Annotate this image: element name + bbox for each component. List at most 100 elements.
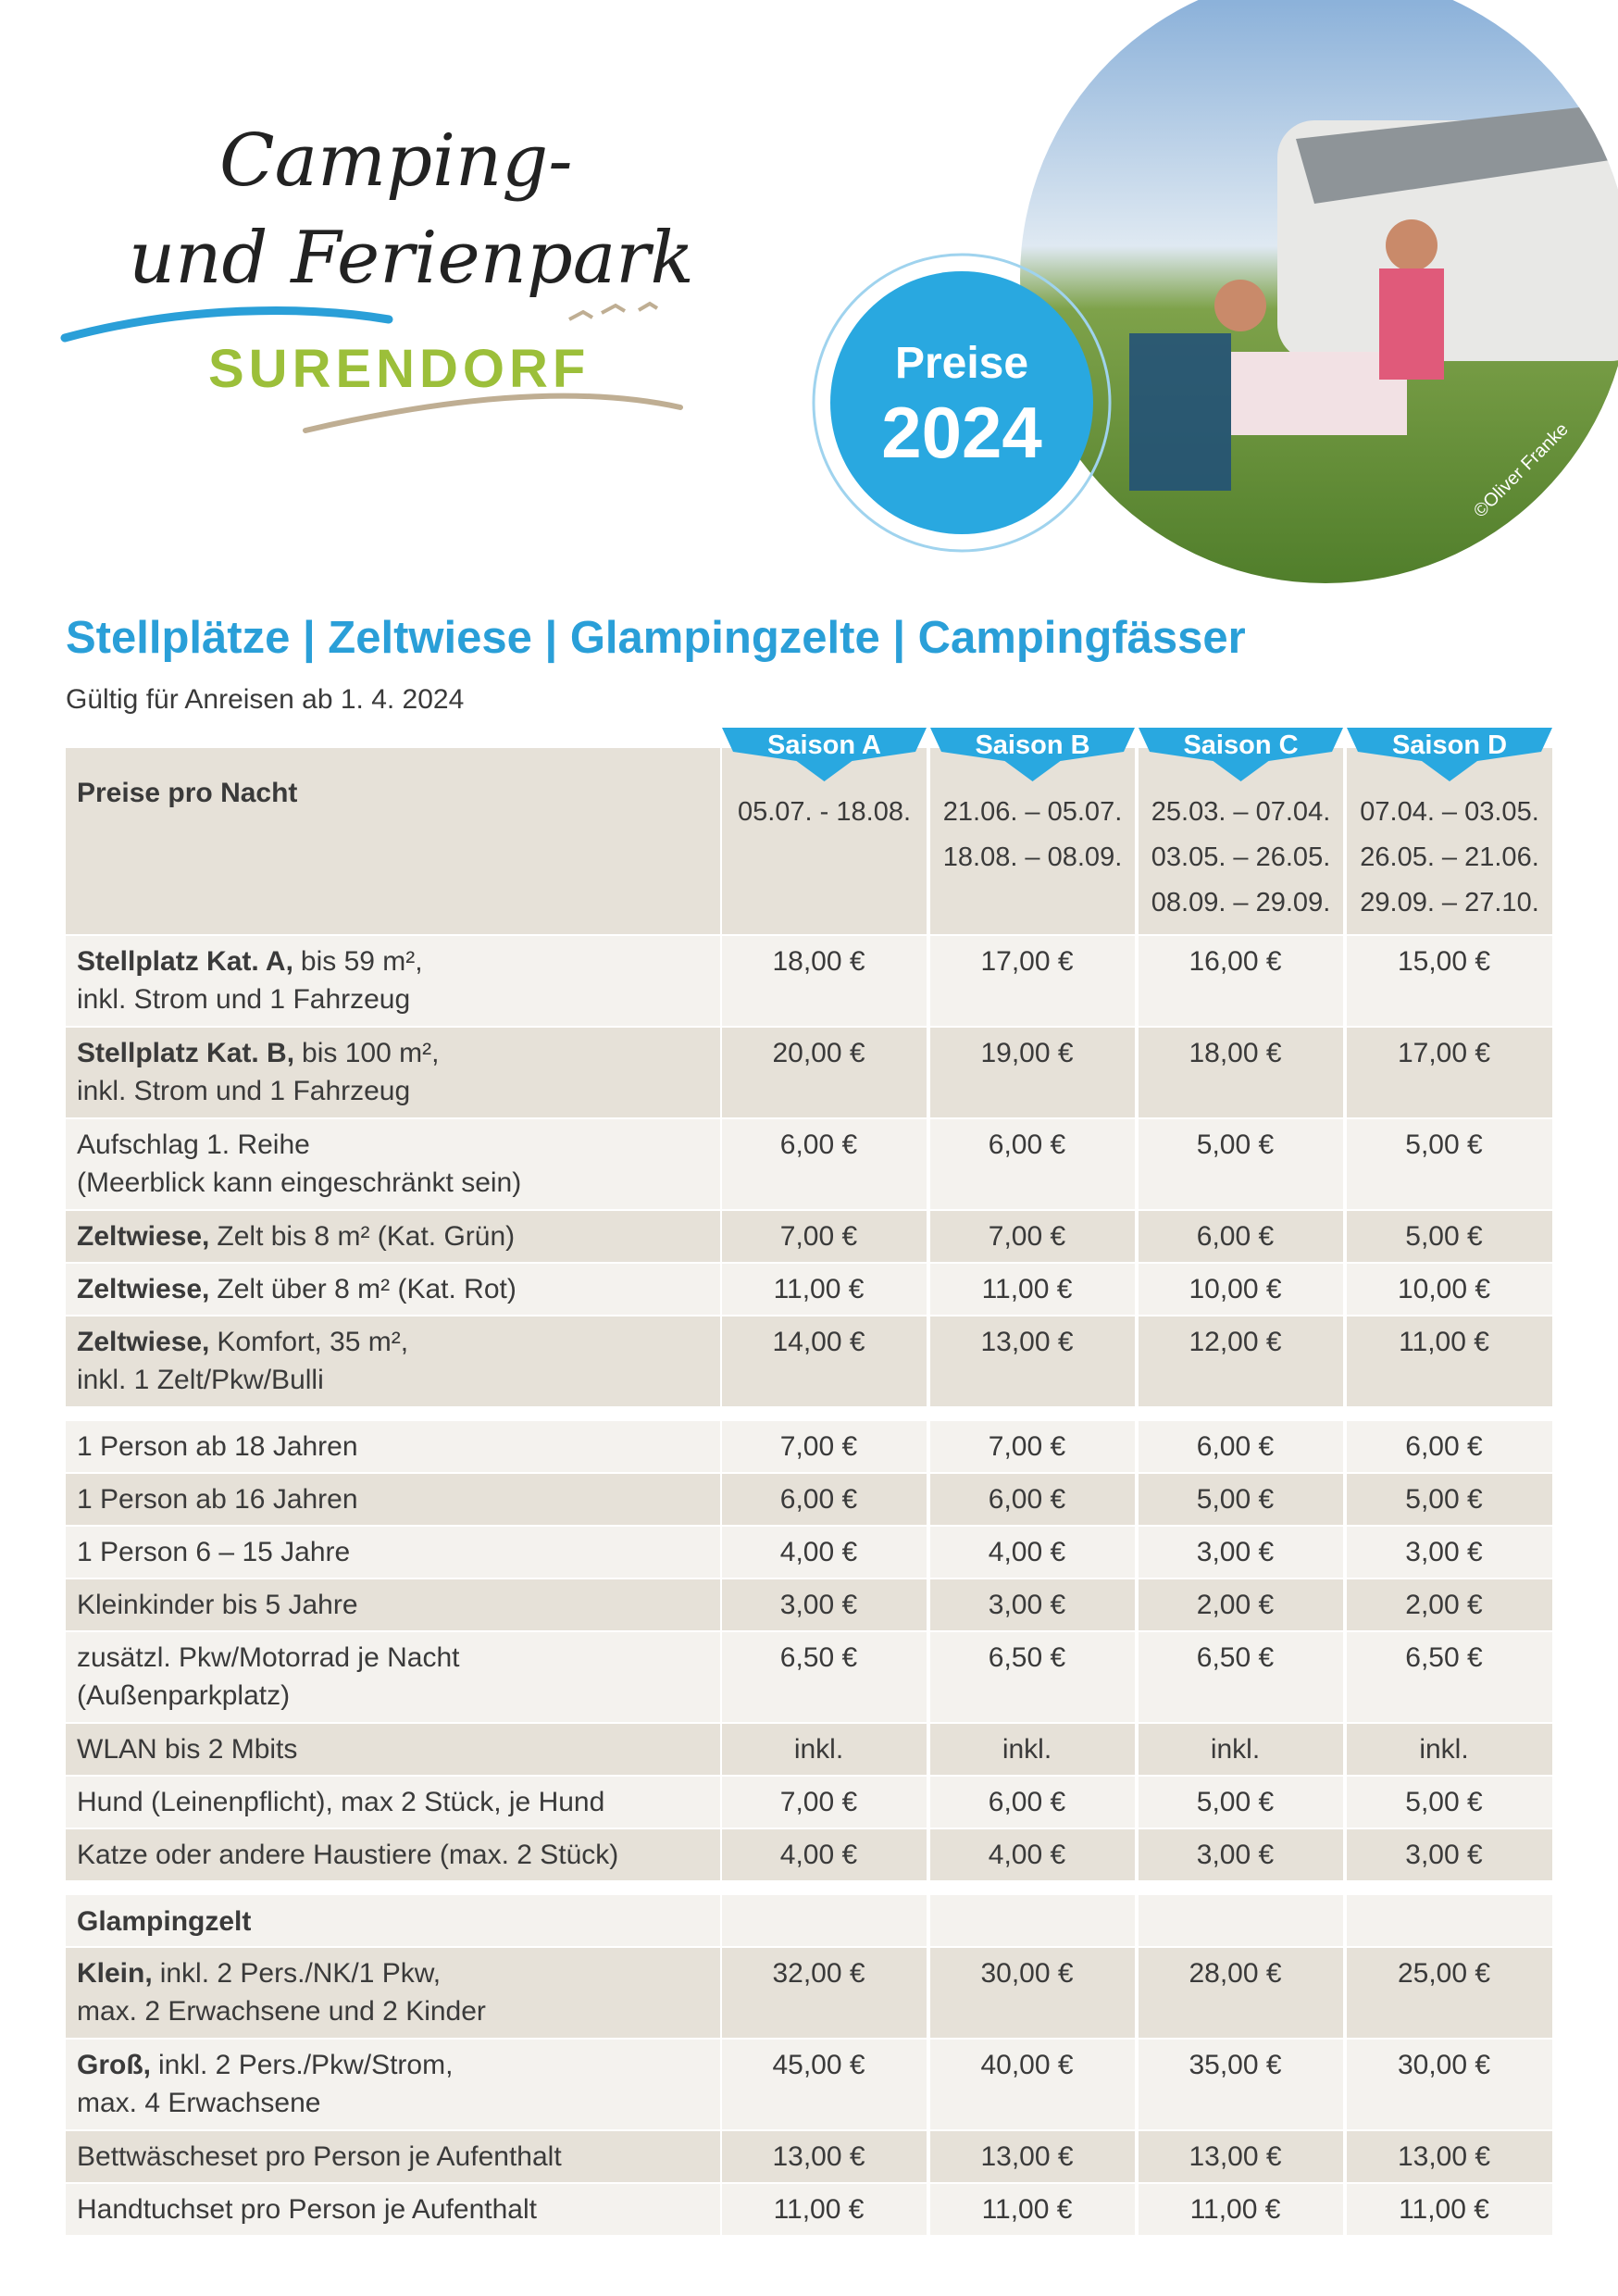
row-label: max. 2 Erwachsene und 2 Kinder xyxy=(77,1996,486,2027)
row-label: Bettwäscheset pro Person je Aufenthalt xyxy=(77,2141,562,2172)
row-bg xyxy=(66,1829,720,1880)
price: 19,00 € xyxy=(980,1038,1073,1068)
row-bg xyxy=(1347,1421,1552,1472)
row-label-text: Komfort, 35 m², xyxy=(217,1327,408,1357)
row-bg xyxy=(722,1777,927,1828)
price: 3,00 € xyxy=(1405,1537,1483,1567)
row-label: WLAN bis 2 Mbits xyxy=(77,1734,297,1765)
row-bg xyxy=(1139,1316,1343,1406)
price: 30,00 € xyxy=(980,1958,1073,1989)
price: 3,00 € xyxy=(1197,1537,1275,1567)
row-label: Zeltwiese, Zelt bis 8 m² (Kat. Grün) xyxy=(77,1221,515,1252)
subtitle: Gültig für Anreisen ab 1. 4. 2024 xyxy=(66,684,464,715)
price: 6,50 € xyxy=(1197,1642,1275,1673)
row-bg xyxy=(722,1421,927,1472)
row-bg xyxy=(930,1527,1135,1578)
row-label-text: bis 100 m², xyxy=(302,1038,439,1068)
logo-swoosh xyxy=(60,306,393,343)
price: 13,00 € xyxy=(1189,2141,1281,2172)
row-bg xyxy=(66,1421,720,1472)
price: 10,00 € xyxy=(1189,1274,1281,1304)
row-bg xyxy=(1139,1632,1343,1722)
price: 6,00 € xyxy=(1197,1221,1275,1252)
price-table: Preise pro Nacht Saison A 05.07. - 18.08. S… xyxy=(66,728,1552,2235)
row-label-bold: Groß, xyxy=(77,2050,151,2080)
row-label-text: inkl. 1 Zelt/Pkw/Bulli xyxy=(77,1365,324,1395)
row-label: Klein, inkl. 2 Pers./NK/1 Pkw, xyxy=(77,1958,441,1989)
row-label-text: Kleinkinder bis 5 Jahre xyxy=(77,1590,358,1620)
price: 25,00 € xyxy=(1398,1958,1490,1989)
price: 12,00 € xyxy=(1189,1327,1281,1357)
row-label: Stellplatz Kat. B, bis 100 m², xyxy=(77,1038,439,1068)
row-bg xyxy=(722,2131,927,2182)
row-bg xyxy=(930,1632,1135,1722)
price: 11,00 € xyxy=(774,2194,865,2225)
badge-label: Preise xyxy=(895,339,1028,388)
price: 6,00 € xyxy=(989,1129,1066,1160)
row-bg xyxy=(66,1474,720,1525)
price: 13,00 € xyxy=(980,1327,1073,1357)
logo-swoosh xyxy=(303,393,683,433)
badge-year: 2024 xyxy=(881,392,1042,473)
row-label-text: max. 4 Erwachsene xyxy=(77,2088,320,2118)
row-bg xyxy=(1347,1579,1552,1630)
price: 6,00 € xyxy=(989,1787,1066,1817)
row-bg xyxy=(722,1028,927,1117)
row-label-bold: Stellplatz Kat. A, xyxy=(77,946,293,977)
row-bg xyxy=(1347,1527,1552,1578)
row-bg xyxy=(1347,1316,1552,1406)
row-bg xyxy=(1139,1264,1343,1315)
row-label-bold: Zeltwiese, xyxy=(77,1274,209,1304)
row-bg xyxy=(1347,2131,1552,2182)
price: 4,00 € xyxy=(989,1840,1066,1870)
price: 7,00 € xyxy=(989,1431,1066,1462)
price: 45,00 € xyxy=(772,2050,865,2080)
row-label: Zeltwiese, Komfort, 35 m², xyxy=(77,1327,408,1357)
row-bg xyxy=(1347,1632,1552,1722)
row-bg xyxy=(722,1474,927,1525)
row-label: Handtuchset pro Person je Aufenthalt xyxy=(77,2194,538,2225)
price: 30,00 € xyxy=(1398,2050,1490,2080)
row-label: Zeltwiese, Zelt über 8 m² (Kat. Rot) xyxy=(77,1274,517,1304)
price: 6,50 € xyxy=(1405,1642,1483,1673)
price: 13,00 € xyxy=(1398,2141,1490,2172)
row-label: Stellplatz Kat. A, bis 59 m², xyxy=(77,946,423,977)
row-bg xyxy=(1139,1895,1343,1946)
row-bg xyxy=(1139,1211,1343,1262)
row-bg xyxy=(722,1316,927,1406)
row-bg xyxy=(930,1724,1135,1775)
row-label-text: Hund (Leinenpflicht), max 2 Stück, je Hu… xyxy=(77,1787,604,1817)
header-cell xyxy=(66,748,720,934)
row-label-text: (Meerblick kann eingeschränkt sein) xyxy=(77,1167,521,1198)
row-bg xyxy=(722,1895,927,1946)
row-bg xyxy=(66,1211,720,1262)
row-label: 1 Person ab 16 Jahren xyxy=(77,1484,358,1515)
price: inkl. xyxy=(1211,1734,1260,1765)
row-bg xyxy=(66,1948,720,2038)
row-bg xyxy=(1347,1119,1552,1209)
row-label-text: max. 2 Erwachsene und 2 Kinder xyxy=(77,1996,486,2027)
badge-ring xyxy=(812,253,1112,553)
season-date: 29.09. – 27.10. xyxy=(1360,888,1539,917)
price: 11,00 € xyxy=(1399,2194,1489,2225)
season-name: Saison B xyxy=(975,730,1089,760)
price: inkl. xyxy=(1002,1734,1052,1765)
group-heading: Glampingzelt xyxy=(77,1906,251,1937)
logo-line: SURENDORF xyxy=(208,339,590,399)
season-date: 25.03. – 07.04. xyxy=(1151,797,1331,827)
price: 7,00 € xyxy=(989,1221,1066,1252)
price: 11,00 € xyxy=(982,1274,1073,1304)
corner-label: Preise pro Nacht xyxy=(77,778,297,808)
row-bg xyxy=(1347,1264,1552,1315)
row-bg xyxy=(66,2040,720,2129)
row-bg xyxy=(1139,1474,1343,1525)
price: 3,00 € xyxy=(989,1590,1066,1620)
row-bg xyxy=(66,1632,720,1722)
season-date: 21.06. – 05.07. xyxy=(943,797,1123,827)
price: 13,00 € xyxy=(772,2141,865,2172)
row-bg xyxy=(930,1777,1135,1828)
season-date: 07.04. – 03.05. xyxy=(1360,797,1539,827)
row-bg xyxy=(930,1895,1135,1946)
row-bg xyxy=(722,2184,927,2235)
row-label-text: inkl. 2 Pers./Pkw/Strom, xyxy=(158,2050,453,2080)
